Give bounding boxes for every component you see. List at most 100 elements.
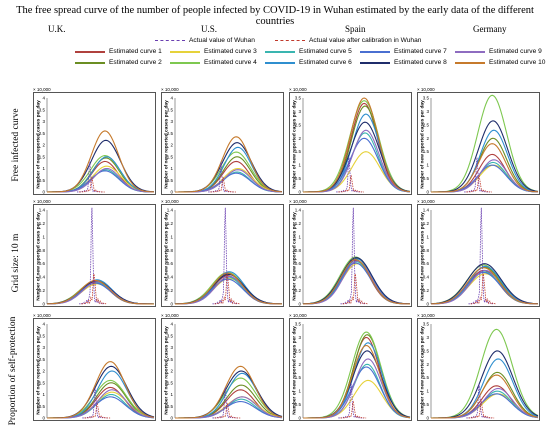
y-tick-label: 2.5 xyxy=(423,348,430,353)
y-multiplier-label: × 10,000 xyxy=(33,87,51,92)
y-tick-label: 1 xyxy=(42,166,45,171)
estimated-curve-10 xyxy=(302,259,411,305)
legend-swatch xyxy=(265,61,295,64)
y-tick-label: 0 xyxy=(42,302,45,307)
y-multiplier-label: × 10,000 xyxy=(161,87,179,92)
calibrated-value-series xyxy=(214,402,241,419)
y-tick-label: 2.5 xyxy=(295,348,302,353)
y-tick-label: 1.2 xyxy=(423,221,430,226)
legend-swatch xyxy=(360,61,390,64)
calibrated-value-series xyxy=(338,174,365,193)
y-tick-label: 0 xyxy=(170,416,173,421)
y-tick-label: 0 xyxy=(42,416,45,421)
actual-value-series xyxy=(466,383,492,419)
legend-swatch xyxy=(75,50,105,53)
row-label-free-infected: Free infected curve xyxy=(11,108,21,182)
estimated-curve-10 xyxy=(47,130,155,193)
estimated-curve-5 xyxy=(174,276,283,305)
y-tick-label: 0.8 xyxy=(167,248,174,253)
chart-panel: × 10,000 Number of new reported cases per… xyxy=(161,199,284,307)
y-tick-label: 1 xyxy=(170,166,173,171)
legend-item: Estimated curve 6 xyxy=(265,59,352,66)
y-tick-label: 1.2 xyxy=(39,221,46,226)
y-tick-label: 0 xyxy=(170,302,173,307)
y-tick-label: 1 xyxy=(42,392,45,397)
y-tick-label: 0.8 xyxy=(423,248,430,253)
y-multiplier-label: × 10,000 xyxy=(417,313,435,318)
chart-svg: 0 0.5 1 1.5 2 2.5 3 3.5 4 xyxy=(39,96,155,195)
y-tick-label: 0.5 xyxy=(295,176,302,181)
legend-swatch xyxy=(455,61,485,64)
y-tick-label: 0.5 xyxy=(295,402,302,407)
legend-label: Actual value after calibration in Wuhan xyxy=(309,37,422,44)
y-tick-label: 0.5 xyxy=(423,176,430,181)
y-tick-label: 2 xyxy=(170,369,173,374)
y-multiplier-label: × 10,000 xyxy=(33,199,51,204)
estimated-curve-8 xyxy=(174,142,283,193)
calibrated-value-series xyxy=(84,402,111,419)
y-tick-label: 0 xyxy=(298,416,301,421)
estimated-curve-3 xyxy=(302,263,411,305)
actual-value-series xyxy=(76,161,103,193)
calibrated-value-series xyxy=(470,272,497,305)
y-tick-label: 2 xyxy=(42,369,45,374)
calibrated-value-series xyxy=(79,176,105,193)
legend-item: Estimated curve 7 xyxy=(360,48,447,55)
y-multiplier-label: × 10,000 xyxy=(161,199,179,204)
legend-item: Estimated curve 4 xyxy=(170,59,257,66)
y-tick-label: 3 xyxy=(42,345,45,350)
estimated-curve-2 xyxy=(302,257,411,305)
y-tick-label: 0.5 xyxy=(167,178,174,183)
y-tick-label: 2.5 xyxy=(423,122,430,127)
estimated-curve-10 xyxy=(46,279,154,305)
y-tick-label: 2 xyxy=(298,136,301,141)
y-tick-label: 1.4 xyxy=(295,208,302,213)
estimated-curve-8 xyxy=(302,257,411,305)
y-tick-label: 2 xyxy=(426,362,429,367)
estimated-curve-9 xyxy=(47,167,155,193)
y-tick-label: 1.4 xyxy=(39,208,46,213)
estimated-curve-7 xyxy=(302,262,411,305)
y-tick-label: 3.5 xyxy=(39,107,46,112)
estimated-curve-7 xyxy=(303,366,411,419)
y-tick-label: 0.8 xyxy=(39,248,46,253)
legend-label: Estimated curve 3 xyxy=(204,48,257,55)
chart-panel: × 10,000 Number of new reported cases per… xyxy=(417,313,540,421)
y-tick-label: 3 xyxy=(426,335,429,340)
y-tick-label: 1.5 xyxy=(167,380,174,385)
y-tick-label: 1.5 xyxy=(423,149,430,154)
y-tick-label: 1 xyxy=(170,392,173,397)
chart-panel: × 10,000 Number of new reported cases per… xyxy=(417,87,540,195)
legend-item: Estimated curve 9 xyxy=(455,48,542,55)
chart-svg: 0 0.5 1 1.5 2 2.5 3 3.5 xyxy=(295,96,411,195)
y-tick-label: 0 xyxy=(170,190,173,195)
y-multiplier-label: × 10,000 xyxy=(417,199,435,204)
calibrated-value-series xyxy=(81,272,107,305)
y-tick-label: 0.5 xyxy=(423,402,430,407)
legend-label: Estimated curve 2 xyxy=(109,59,162,66)
calibrated-value-series xyxy=(214,272,241,305)
y-tick-label: 1 xyxy=(426,234,429,239)
estimated-curve-10 xyxy=(430,267,539,305)
legend-item: Estimated curve 3 xyxy=(170,48,257,55)
y-tick-label: 1.5 xyxy=(295,375,302,380)
y-tick-label: 2 xyxy=(170,143,173,148)
calibrated-value-series xyxy=(210,176,236,193)
chart-panel: × 10,000 Number of new reported cases per… xyxy=(33,87,156,195)
legend-label: Estimated curve 5 xyxy=(299,48,352,55)
actual-value-series xyxy=(212,387,239,419)
estimated-curve-4 xyxy=(430,328,539,419)
actual-value-series xyxy=(79,207,105,305)
actual-value-series xyxy=(464,157,490,193)
y-tick-label: 0 xyxy=(426,416,429,421)
legend-swatch xyxy=(275,40,305,41)
calibrated-value-series xyxy=(340,400,367,419)
y-tick-label: 0.6 xyxy=(295,261,302,266)
legend-swatch xyxy=(75,61,105,64)
legend-label: Estimated curve 9 xyxy=(489,48,542,55)
chart-panel: × 10,000 Number of new reported cases per… xyxy=(289,87,412,195)
y-tick-label: 2 xyxy=(298,362,301,367)
legend-item: Actual value of Wuhan xyxy=(155,37,255,44)
legend-label: Estimated curve 10 xyxy=(489,59,546,66)
legend-item: Estimated curve 10 xyxy=(455,59,545,66)
